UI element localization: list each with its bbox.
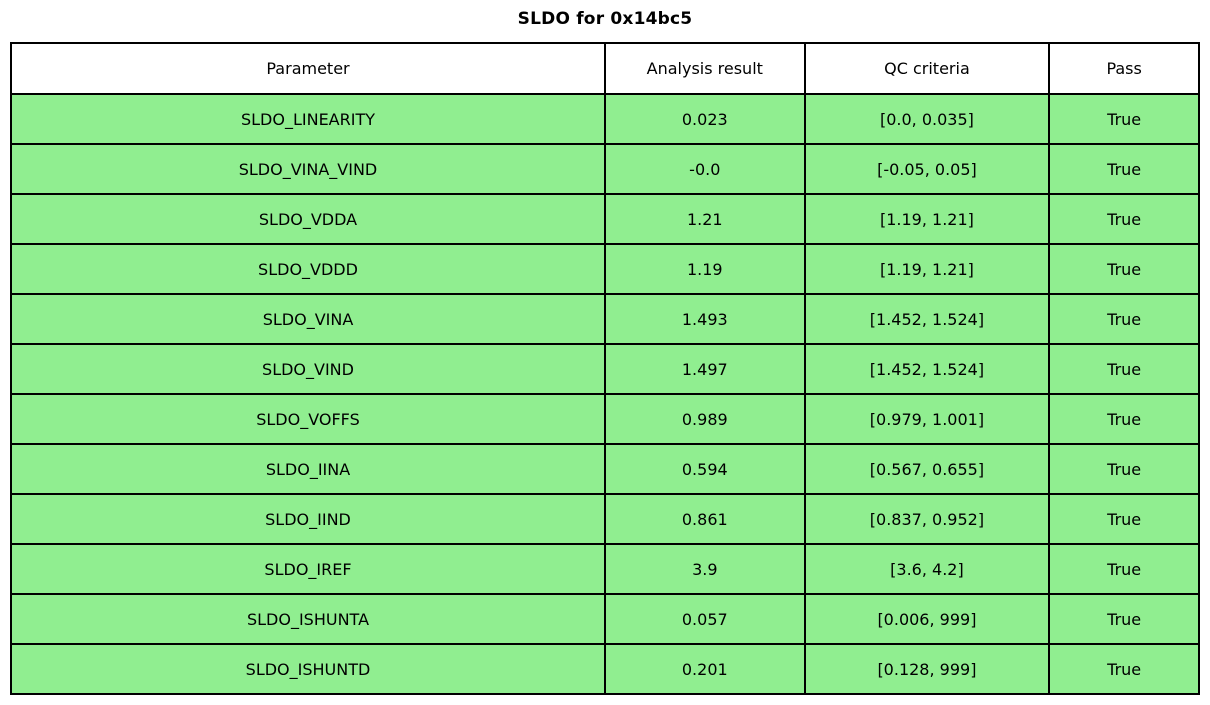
column-header-analysis-result: Analysis result — [604, 42, 806, 95]
qc-criteria-cell: [0.0, 0.035] — [803, 93, 1051, 145]
parameter-cell: SLDO_LINEARITY — [10, 93, 606, 145]
qc-criteria-cell: [0.567, 0.655] — [803, 443, 1051, 495]
qc-criteria-cell: [0.128, 999] — [803, 643, 1051, 695]
parameter-cell: SLDO_VINA_VIND — [10, 143, 606, 195]
column-header-pass: Pass — [1048, 42, 1200, 95]
parameter-cell: SLDO_ISHUNTA — [10, 593, 606, 645]
pass-cell: True — [1048, 593, 1200, 645]
parameter-cell: SLDO_VOFFS — [10, 393, 606, 445]
pass-cell: True — [1048, 393, 1200, 445]
parameter-cell: SLDO_VDDA — [10, 193, 606, 245]
table-row: SLDO_ISHUNTA 0.057 [0.006, 999] True — [10, 593, 1200, 645]
result-cell: 0.201 — [604, 643, 806, 695]
qc-results-table: Parameter Analysis result QC criteria Pa… — [10, 42, 1200, 695]
result-cell: 0.023 — [604, 93, 806, 145]
result-cell: 1.493 — [604, 293, 806, 345]
result-cell: 0.057 — [604, 593, 806, 645]
parameter-cell: SLDO_IREF — [10, 543, 606, 595]
column-header-parameter: Parameter — [10, 42, 606, 95]
result-cell: 1.21 — [604, 193, 806, 245]
parameter-cell: SLDO_VINA — [10, 293, 606, 345]
result-cell: 0.989 — [604, 393, 806, 445]
table-row: SLDO_VDDD 1.19 [1.19, 1.21] True — [10, 243, 1200, 295]
qc-criteria-cell: [0.979, 1.001] — [803, 393, 1051, 445]
parameter-cell: SLDO_ISHUNTD — [10, 643, 606, 695]
parameter-cell: SLDO_VDDD — [10, 243, 606, 295]
pass-cell: True — [1048, 443, 1200, 495]
parameter-cell: SLDO_IINA — [10, 443, 606, 495]
result-cell: 0.861 — [604, 493, 806, 545]
pass-cell: True — [1048, 193, 1200, 245]
result-cell: 1.19 — [604, 243, 806, 295]
pass-cell: True — [1048, 243, 1200, 295]
page-title: SLDO for 0x14bc5 — [517, 9, 693, 29]
pass-cell: True — [1048, 143, 1200, 195]
qc-criteria-cell: [1.19, 1.21] — [803, 193, 1051, 245]
table-row: SLDO_VDDA 1.21 [1.19, 1.21] True — [10, 193, 1200, 245]
result-cell: 1.497 — [604, 343, 806, 395]
pass-cell: True — [1048, 293, 1200, 345]
pass-cell: True — [1048, 643, 1200, 695]
parameter-cell: SLDO_IIND — [10, 493, 606, 545]
result-cell: 3.9 — [604, 543, 806, 595]
qc-criteria-cell: [0.006, 999] — [803, 593, 1051, 645]
table-row: SLDO_VINA 1.493 [1.452, 1.524] True — [10, 293, 1200, 345]
qc-criteria-cell: [1.452, 1.524] — [803, 293, 1051, 345]
table-row: SLDO_VOFFS 0.989 [0.979, 1.001] True — [10, 393, 1200, 445]
result-cell: -0.0 — [604, 143, 806, 195]
table-row: SLDO_IINA 0.594 [0.567, 0.655] True — [10, 443, 1200, 495]
table-row: SLDO_LINEARITY 0.023 [0.0, 0.035] True — [10, 93, 1200, 145]
qc-criteria-cell: [1.19, 1.21] — [803, 243, 1051, 295]
pass-cell: True — [1048, 493, 1200, 545]
pass-cell: True — [1048, 93, 1200, 145]
qc-criteria-cell: [3.6, 4.2] — [803, 543, 1051, 595]
column-header-qc-criteria: QC criteria — [803, 42, 1051, 95]
qc-criteria-cell: [-0.05, 0.05] — [803, 143, 1051, 195]
table-row: SLDO_IIND 0.861 [0.837, 0.952] True — [10, 493, 1200, 545]
pass-cell: True — [1048, 543, 1200, 595]
table-body: SLDO_LINEARITY 0.023 [0.0, 0.035] True S… — [10, 93, 1200, 695]
table-row: SLDO_ISHUNTD 0.201 [0.128, 999] True — [10, 643, 1200, 695]
result-cell: 0.594 — [604, 443, 806, 495]
qc-criteria-cell: [1.452, 1.524] — [803, 343, 1051, 395]
parameter-cell: SLDO_VIND — [10, 343, 606, 395]
header-row: Parameter Analysis result QC criteria Pa… — [10, 42, 1200, 95]
table-row: SLDO_IREF 3.9 [3.6, 4.2] True — [10, 543, 1200, 595]
table-header: Parameter Analysis result QC criteria Pa… — [10, 42, 1200, 95]
table-row: SLDO_VIND 1.497 [1.452, 1.524] True — [10, 343, 1200, 395]
table-row: SLDO_VINA_VIND -0.0 [-0.05, 0.05] True — [10, 143, 1200, 195]
pass-cell: True — [1048, 343, 1200, 395]
qc-criteria-cell: [0.837, 0.952] — [803, 493, 1051, 545]
